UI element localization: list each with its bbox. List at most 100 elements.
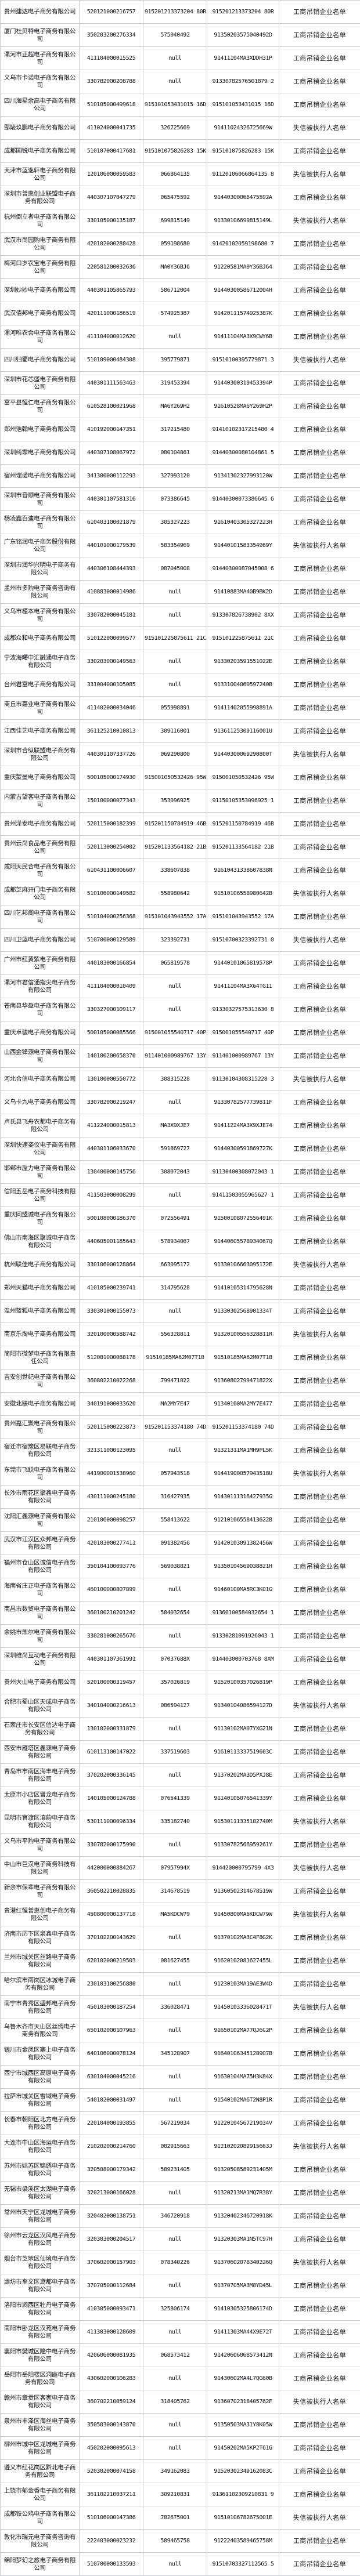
cell-org-code: 346720918 (143, 2205, 207, 2228)
cell-list-type: 工商吊销企业名单 (279, 2158, 360, 2182)
cell-unified-credit-code: 915101053431015 16D (207, 93, 279, 117)
cell-unified-credit-code: 91610528MA6Y269H2P (207, 395, 279, 418)
cell-company-name: 郑州浩翰电子商务有限公司 (1, 418, 80, 441)
cell-registration-number: 361125210010813 (80, 720, 143, 743)
cell-registration-number: 350104100093776 (80, 1555, 143, 1578)
cell-org-code: null (143, 581, 207, 604)
cell-list-type: 工商吊销企业名单 (279, 70, 360, 93)
cell-registration-number: 130100000550772 (80, 1068, 143, 1091)
cell-registration-number: 450800000137718 (80, 1903, 143, 1926)
cell-unified-credit-code: 91320402346720918K (207, 2205, 279, 2228)
cell-registration-number: 510700000133593 (80, 2553, 143, 2576)
cell-unified-credit-code: 91220104567219034V (207, 2112, 279, 2135)
cell-unified-credit-code: 914420000795799 4X3 (207, 1857, 279, 1880)
cell-company-name: 四川归蜀电子商务有限公司 (1, 349, 80, 372)
cell-unified-credit-code: 91320100556328811R (207, 1323, 279, 1346)
cell-registration-number: 440307107047279 (80, 186, 143, 209)
cell-org-code: 059198680 (143, 233, 207, 256)
cell-company-name: 柳州市城中区龙城电子商务有限公司 (1, 2437, 80, 2460)
cell-unified-credit-code: 91411104MA3X9CWY6B (207, 325, 279, 349)
cell-list-type: 工商吊销企业名单 (279, 789, 360, 813)
cell-company-name: 昆明市官渡区滇韵电子商务有限公司 (1, 1810, 80, 1834)
cell-list-type: 失信被执行人名单 (279, 1857, 360, 1880)
cell-company-name: 深圳妙妙电子商务有限公司 (1, 279, 80, 302)
cell-org-code: 316427935 (143, 1486, 207, 1509)
cell-company-name: 哈尔滨市南岗区冰城电子商务有限公司 (1, 1973, 80, 1996)
cell-unified-credit-code: 91410105314795628N (207, 1277, 279, 1300)
cell-unified-credit-code: 91320213MA1MQ7R38Y (207, 2182, 279, 2205)
cell-org-code: 305327223 (143, 511, 207, 534)
cell-org-code: null (143, 1973, 207, 1996)
cell-unified-credit-code: 91340104086594127D (207, 1694, 279, 1718)
cell-list-type: 工商吊销企业名单 (279, 998, 360, 1021)
cell-list-type: 失信被执行人名单 (279, 2390, 360, 2414)
cell-list-type: 工商吊销企业名单 (279, 1045, 360, 1068)
cell-company-name: 常州市天宁区龙城电子商务有限公司 (1, 2205, 80, 2228)
cell-registration-number: 330782000219247 (80, 1091, 143, 1114)
cell-registration-number: 610431100006607 (80, 859, 143, 882)
cell-registration-number: 411024000041735 (80, 117, 143, 140)
cell-registration-number: 510104000256368 (80, 905, 143, 929)
cell-registration-number: 520113000254002 (80, 836, 143, 859)
cell-unified-credit-code: 91222403589465758M (207, 2530, 279, 2553)
cell-company-name: 西安市雁塔区鑫源电子商务有限公司 (1, 1741, 80, 1764)
cell-list-type: 工商吊销企业名单 (279, 1346, 360, 1369)
cell-unified-credit-code: 91440605578934067Q (207, 1230, 279, 1253)
cell-list-type: 工商吊销企业名单 (279, 302, 360, 325)
cell-unified-credit-code: 91320303MA1N5TC97H (207, 2228, 279, 2251)
cell-list-type: 工商吊销企业名单 (279, 2089, 360, 2112)
cell-unified-credit-code: 91330106699815149L (207, 209, 279, 233)
cell-unified-credit-code: 91530111335182740M (207, 1810, 279, 1834)
cell-list-type: 工商吊销企业名单 (279, 2437, 360, 2460)
cell-org-code: 915101053431015 16D (143, 93, 207, 117)
cell-org-code: 057943518 (143, 1462, 207, 1486)
cell-registration-number: 222403000023232 (80, 2530, 143, 2553)
cell-registration-number: 411503000008299 (80, 1184, 143, 1207)
cell-unified-credit-code: 91540102MA6T2N8P1R (207, 2089, 279, 2112)
cell-company-name: 咸阳天民合电子商务有限公司 (1, 859, 80, 882)
cell-list-type: 工商吊销企业名单 (279, 905, 360, 929)
cell-registration-number: 510105000499618 (80, 93, 143, 117)
cell-registration-number: 320402000138751 (80, 2205, 143, 2228)
cell-registration-number: 320508000179342 (80, 2158, 143, 2182)
cell-registration-number: 320303000204517 (80, 2228, 143, 2251)
cell-company-name: 杭州倒立者电子商务有限公司 (1, 209, 80, 233)
cell-unified-credit-code: 91361125309116001U (207, 720, 279, 743)
cell-company-name: 泉州市丰泽区海丝电子商务有限公司 (1, 2414, 80, 2437)
cell-registration-number: 411104000012620 (80, 325, 143, 349)
cell-list-type: 工商吊销企业名单 (279, 1300, 360, 1323)
cell-company-name: 青岛市市南区海丰电子商务有限公司 (1, 1764, 80, 1787)
cell-company-name: 河北合信电子商务有限公司 (1, 1068, 80, 1091)
cell-org-code: 558413622 (143, 1509, 207, 1532)
cell-unified-credit-code: 91510100395779871 3 (207, 349, 279, 372)
cell-list-type: 工商吊销企业名单 (279, 47, 360, 70)
cell-list-type: 工商吊销企业名单 (279, 1834, 360, 1857)
cell-org-code: 326725669 (143, 117, 207, 140)
cell-unified-credit-code: 91130104308315228 3 (207, 1068, 279, 1091)
cell-registration-number: 330327000109117 (80, 998, 143, 1021)
cell-registration-number: 411303000128609 (80, 2321, 143, 2344)
cell-list-type: 失信被执行人名单 (279, 1996, 360, 2019)
cell-company-name: 乌鲁木齐市天山区丝绸电子商务有限公司 (1, 2019, 80, 2042)
cell-company-name: 敦化市瑞元电子商务咨询有限公司 (1, 2530, 80, 2553)
cell-list-type: 工商吊销企业名单 (279, 2344, 360, 2367)
